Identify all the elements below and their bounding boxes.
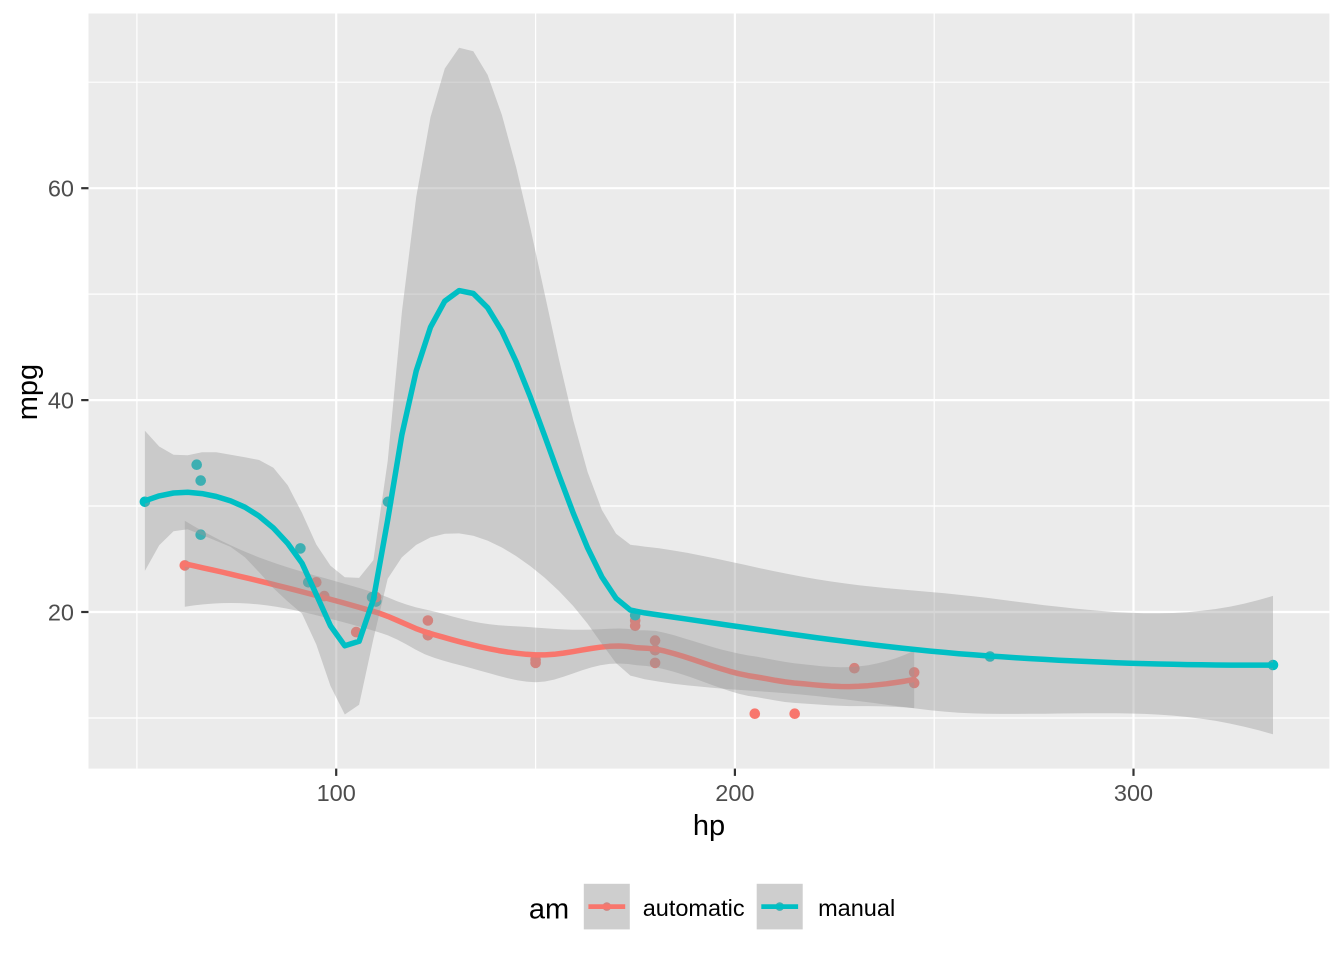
svg-text:hp: hp xyxy=(693,810,725,842)
svg-text:automatic: automatic xyxy=(643,895,745,921)
svg-text:am: am xyxy=(529,894,569,926)
svg-text:40: 40 xyxy=(48,388,74,414)
svg-text:300: 300 xyxy=(1114,780,1153,806)
svg-text:200: 200 xyxy=(715,780,754,806)
svg-text:20: 20 xyxy=(48,599,74,625)
svg-text:60: 60 xyxy=(48,176,74,202)
svg-text:manual: manual xyxy=(818,895,895,921)
svg-text:100: 100 xyxy=(317,780,356,806)
svg-text:mpg: mpg xyxy=(12,364,44,420)
